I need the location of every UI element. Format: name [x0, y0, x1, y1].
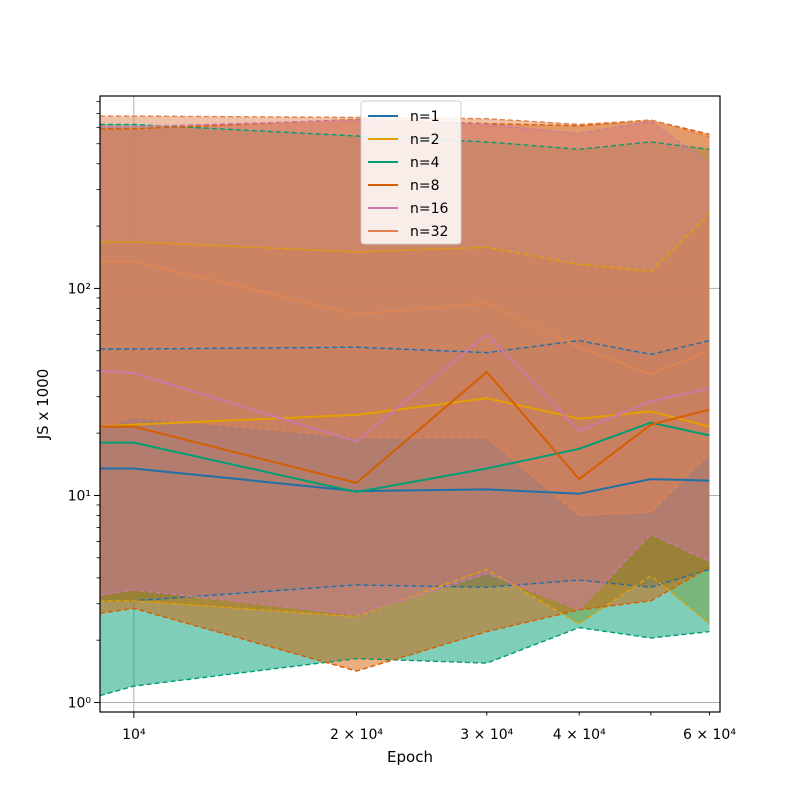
lower-bound-n-4 — [100, 626, 710, 697]
x-tick-label: 10⁴ — [122, 727, 146, 743]
bound-line-layer — [100, 115, 710, 697]
series-line-layer — [100, 260, 710, 495]
x-axis-label: Epoch — [387, 748, 433, 766]
upper-bound-n-2 — [100, 213, 710, 273]
y-tick-label: 10⁰ — [68, 696, 92, 712]
upper-bound-n-32 — [100, 115, 710, 138]
legend-label: n=8 — [410, 178, 440, 194]
legend: n=1 n=2 n=4 n=8 n=16 n=32 — [360, 100, 462, 245]
y-tick-label: 10¹ — [68, 488, 91, 504]
band-n-32 — [100, 116, 710, 516]
tick-layer: 10⁰ 10¹ 10² 10⁴ 2 × 10⁴ 3 × 10⁴ 4 × 10⁴ 6 × 10⁴ — [68, 101, 736, 743]
lower-bound-n-8 — [100, 566, 710, 672]
lower-bound-n-16 — [100, 533, 710, 616]
y-tick-label: 10² — [68, 281, 91, 297]
lower-bound-n-2 — [100, 568, 710, 625]
series-line-n-1 — [100, 467, 710, 495]
upper-bound-n-8 — [100, 118, 710, 135]
y-axis-label: JS x 1000 — [34, 369, 52, 441]
series-line-n-32 — [100, 260, 710, 376]
legend-label: n=4 — [410, 155, 440, 171]
legend-label: n=16 — [410, 201, 449, 217]
series-line-n-2 — [100, 397, 710, 428]
legend-label: n=2 — [410, 132, 440, 148]
upper-bound-n-4 — [100, 123, 710, 151]
upper-bound-n-1 — [100, 339, 710, 356]
band-layer — [100, 116, 710, 696]
series-line-n-8 — [100, 371, 710, 484]
lower-bound-n-32 — [100, 416, 710, 517]
plot-frame — [99, 95, 721, 713]
series-line-n-16 — [100, 333, 710, 443]
legend-label: n=1 — [410, 109, 440, 125]
legend-label: n=32 — [410, 224, 448, 240]
upper-bound-n-16 — [100, 119, 710, 165]
x-tick-label: 2 × 10⁴ — [330, 727, 383, 743]
x-tick-label: 4 × 10⁴ — [553, 727, 606, 743]
x-tick-label: 6 × 10⁴ — [683, 727, 736, 743]
series-line-n-4 — [100, 421, 710, 493]
x-tick-label: 3 × 10⁴ — [460, 727, 513, 743]
